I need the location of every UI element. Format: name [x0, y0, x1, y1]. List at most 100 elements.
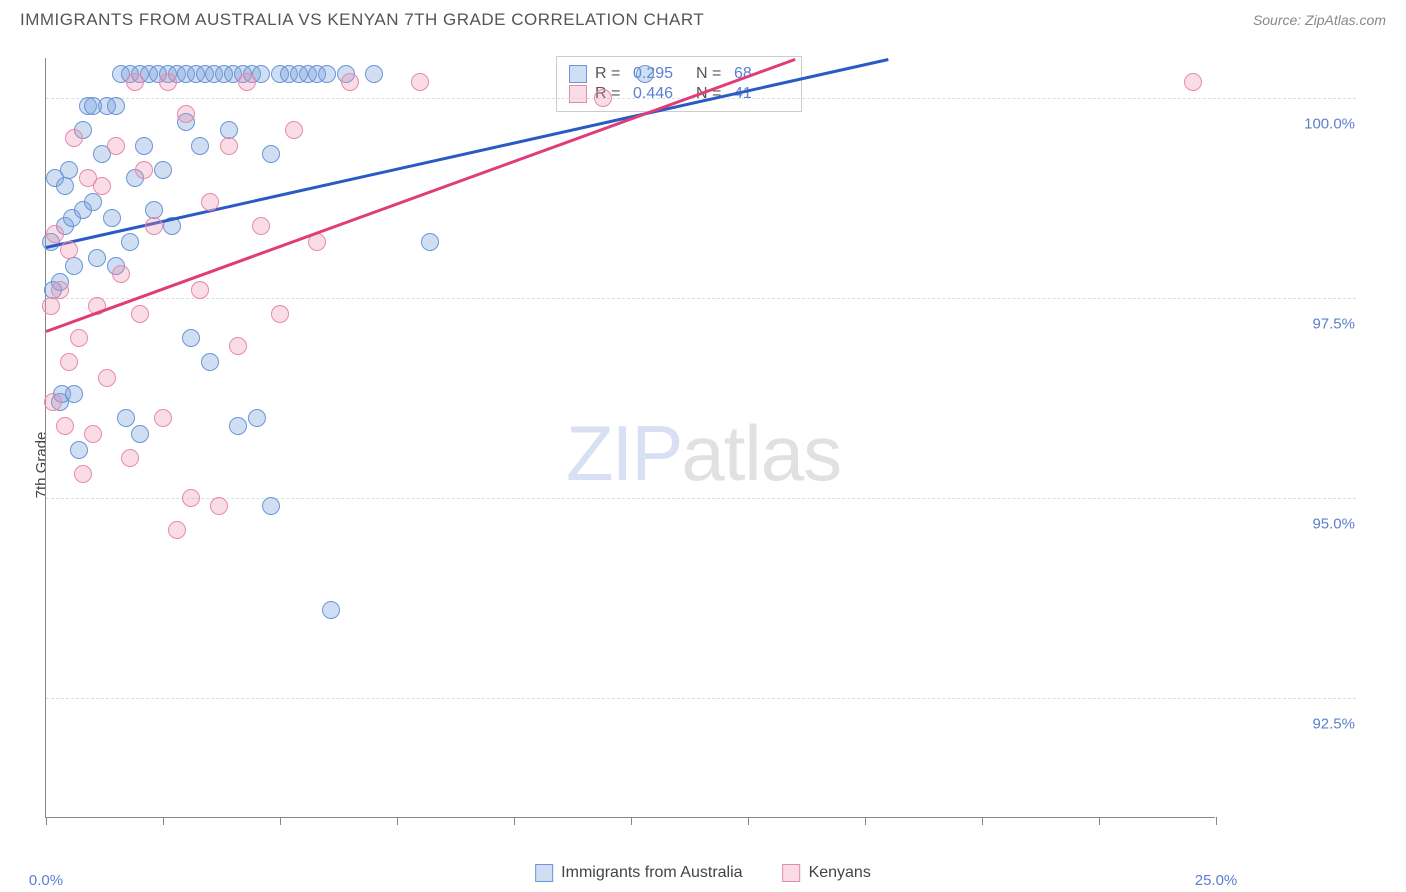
x-tick: [280, 817, 281, 825]
stat-n-value: 68: [734, 65, 789, 83]
gridline: [46, 698, 1356, 699]
data-point: [65, 385, 83, 403]
watermark-atlas: atlas: [681, 409, 841, 497]
data-point: [56, 417, 74, 435]
legend-swatch: [535, 864, 553, 882]
data-point: [98, 369, 116, 387]
data-point: [201, 353, 219, 371]
data-point: [121, 233, 139, 251]
data-point: [210, 497, 228, 515]
x-tick: [1216, 817, 1217, 825]
data-point: [103, 209, 121, 227]
watermark-zip: ZIP: [566, 409, 681, 497]
data-point: [65, 257, 83, 275]
data-point: [112, 265, 130, 283]
data-point: [84, 425, 102, 443]
data-point: [594, 89, 612, 107]
data-point: [44, 393, 62, 411]
data-point: [107, 97, 125, 115]
x-tick: [631, 817, 632, 825]
legend-label: Immigrants from Australia: [561, 864, 742, 882]
data-point: [322, 601, 340, 619]
data-point: [117, 409, 135, 427]
data-point: [365, 65, 383, 83]
gridline: [46, 498, 1356, 499]
data-point: [84, 193, 102, 211]
chart-title: IMMIGRANTS FROM AUSTRALIA VS KENYAN 7TH …: [20, 10, 704, 30]
series-legend: Immigrants from Australia Kenyans: [535, 864, 871, 882]
data-point: [56, 177, 74, 195]
data-point: [42, 297, 60, 315]
data-point: [135, 161, 153, 179]
data-point: [636, 65, 654, 83]
data-point: [262, 497, 280, 515]
legend-item: Immigrants from Australia: [535, 864, 742, 882]
data-point: [131, 305, 149, 323]
data-point: [51, 281, 69, 299]
x-tick: [982, 817, 983, 825]
data-point: [262, 145, 280, 163]
data-point: [65, 129, 83, 147]
data-point: [46, 225, 64, 243]
legend-label: Kenyans: [809, 864, 871, 882]
data-point: [135, 137, 153, 155]
x-tick: [865, 817, 866, 825]
data-point: [220, 137, 238, 155]
x-tick: [1099, 817, 1100, 825]
data-point: [60, 161, 78, 179]
data-point: [191, 137, 209, 155]
x-tick-label: 0.0%: [29, 872, 63, 889]
x-tick: [748, 817, 749, 825]
data-point: [168, 521, 186, 539]
data-point: [145, 217, 163, 235]
data-point: [1184, 73, 1202, 91]
data-point: [131, 425, 149, 443]
data-point: [248, 409, 266, 427]
legend-swatch: [569, 65, 587, 83]
trend-line: [46, 58, 796, 332]
y-tick-label: 100.0%: [1304, 116, 1355, 133]
y-tick-label: 95.0%: [1312, 516, 1355, 533]
data-point: [182, 329, 200, 347]
data-point: [159, 73, 177, 91]
legend-swatch: [569, 85, 587, 103]
x-tick: [514, 817, 515, 825]
data-point: [70, 329, 88, 347]
data-point: [154, 409, 172, 427]
data-point: [60, 241, 78, 259]
y-tick-label: 97.5%: [1312, 316, 1355, 333]
source-label: Source: ZipAtlas.com: [1253, 12, 1386, 28]
data-point: [93, 177, 111, 195]
data-point: [182, 489, 200, 507]
data-point: [74, 465, 92, 483]
data-point: [229, 417, 247, 435]
data-point: [411, 73, 429, 91]
x-tick: [397, 817, 398, 825]
data-point: [271, 305, 289, 323]
data-point: [421, 233, 439, 251]
data-point: [318, 65, 336, 83]
data-point: [154, 161, 172, 179]
x-tick-label: 25.0%: [1195, 872, 1238, 889]
stat-n-label: N =: [696, 65, 726, 83]
data-point: [107, 137, 125, 155]
data-point: [70, 441, 88, 459]
data-point: [88, 249, 106, 267]
data-point: [341, 73, 359, 91]
data-point: [60, 353, 78, 371]
y-tick-label: 92.5%: [1312, 716, 1355, 733]
data-point: [229, 337, 247, 355]
legend-item: Kenyans: [783, 864, 871, 882]
chart-container: 7th Grade ZIPatlas R =0.295N =68R =0.446…: [0, 38, 1406, 892]
watermark: ZIPatlas: [566, 408, 841, 499]
data-point: [126, 73, 144, 91]
data-point: [191, 281, 209, 299]
x-tick: [163, 817, 164, 825]
data-point: [121, 449, 139, 467]
plot-area: ZIPatlas R =0.295N =68R =0.446N =41 92.5…: [45, 58, 1215, 818]
data-point: [201, 193, 219, 211]
data-point: [252, 217, 270, 235]
stat-r-label: R =: [595, 65, 625, 83]
data-point: [238, 73, 256, 91]
data-point: [285, 121, 303, 139]
